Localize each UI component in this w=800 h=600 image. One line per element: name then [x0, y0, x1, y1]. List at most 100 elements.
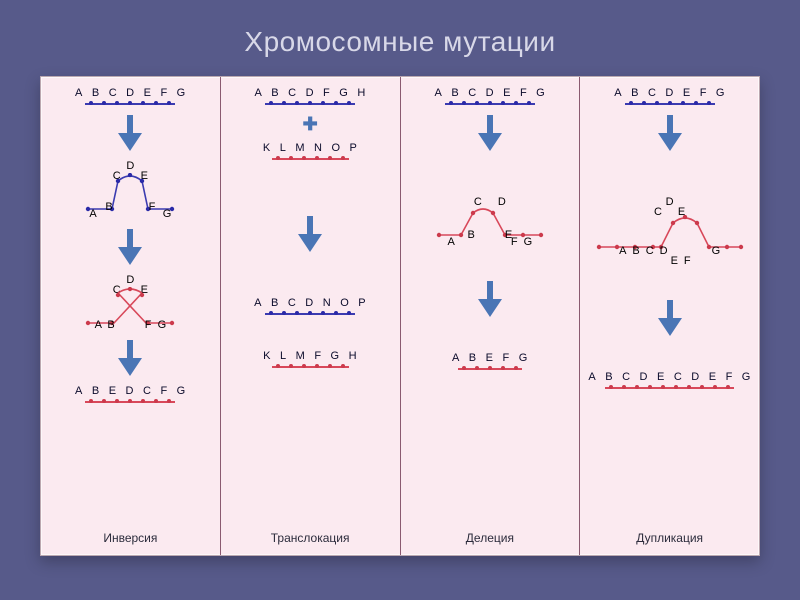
gene-label: L — [280, 350, 287, 362]
gene-label: G — [742, 371, 751, 383]
gene-marker — [341, 364, 345, 368]
gene-marker — [707, 101, 711, 105]
gene-label: C — [288, 87, 296, 99]
gene-label: G — [177, 385, 186, 397]
gene-label: D — [306, 87, 314, 99]
gene-label: B — [605, 371, 613, 383]
gene-label: A — [435, 87, 443, 99]
gene-marker — [514, 101, 518, 105]
gene-label: D — [486, 87, 494, 99]
chromosome: KLMFGH — [263, 350, 357, 369]
gene-label: D — [305, 297, 313, 309]
gene-label: C — [468, 87, 476, 99]
panel-duplication: ABCDEFGDCEABCDGEFABCDECDEFGДупликация — [580, 77, 759, 555]
gene-label: E — [657, 371, 665, 383]
gene-label: G — [536, 87, 545, 99]
gene-label: O — [331, 142, 340, 154]
gene-marker — [514, 366, 518, 370]
gene-label: N — [323, 297, 331, 309]
gene-label: F — [160, 87, 167, 99]
gene-label: K — [263, 350, 271, 362]
gene-label: B — [469, 352, 477, 364]
gene-label: H — [349, 350, 357, 362]
gene-label: F — [726, 371, 733, 383]
gene-marker — [681, 101, 685, 105]
down-arrow-icon — [658, 300, 682, 336]
gene-marker — [475, 101, 479, 105]
gene-label: B — [271, 87, 279, 99]
gene-marker — [276, 156, 280, 160]
gene-marker — [462, 101, 466, 105]
gene-label: D — [665, 87, 673, 99]
gene-label: C — [288, 297, 296, 309]
down-arrow-icon — [478, 115, 502, 151]
gene-marker — [488, 366, 492, 370]
gene-label: M — [296, 350, 306, 362]
gene-label: F — [520, 87, 527, 99]
gene-marker — [276, 364, 280, 368]
gene-label: A — [614, 87, 622, 99]
gene-label: A — [588, 371, 596, 383]
gene-marker — [315, 156, 319, 160]
gene-label: D — [126, 87, 134, 99]
gene-label: E — [683, 87, 691, 99]
down-arrow-icon — [118, 340, 142, 376]
gene-label: F — [323, 87, 330, 99]
gene-label: A — [452, 352, 460, 364]
gene-marker — [527, 101, 531, 105]
gene-marker — [449, 101, 453, 105]
gene-label: F — [502, 352, 509, 364]
gene-label: B — [92, 385, 100, 397]
gene-label: C — [648, 87, 656, 99]
gene-label: B — [92, 87, 100, 99]
chromosome: ABCDEFG — [75, 87, 186, 106]
gene-label: C — [622, 371, 630, 383]
gene-label: O — [340, 297, 349, 309]
gene-marker — [475, 366, 479, 370]
gene-marker — [668, 101, 672, 105]
page-title: Хромосомные мутации — [0, 0, 800, 76]
panel-inversion: ABCDEFGDCEBFAGDCEA BF GABEDCFGИнверсия — [41, 77, 221, 555]
gene-label: D — [126, 385, 134, 397]
panel-label: Инверсия — [103, 523, 157, 555]
panel-label: Дупликация — [636, 523, 703, 555]
gene-marker — [655, 101, 659, 105]
inversion-loop: DCEA BF G — [84, 274, 176, 331]
gene-label: G — [177, 87, 186, 99]
chromosome: KLMNOP — [263, 142, 358, 161]
inversion-loop: DCEBFAG — [84, 160, 176, 220]
gene-label: L — [280, 142, 287, 154]
panel-translocation: ABCDFGH✚KLMNOPABCDNOPKLMFGHТранслокация — [221, 77, 401, 555]
gene-label: C — [143, 385, 151, 397]
gene-marker — [501, 101, 505, 105]
plus-icon: ✚ — [303, 115, 318, 133]
deletion-loop: CDBEAF G — [435, 196, 545, 248]
gene-label: E — [486, 352, 494, 364]
down-arrow-icon — [478, 281, 502, 317]
gene-marker — [302, 156, 306, 160]
gene-label: H — [357, 87, 365, 99]
chromosome: ABCDEFG — [435, 87, 546, 106]
gene-label: D — [640, 371, 648, 383]
chromosome: ABCDEFG — [614, 87, 725, 106]
gene-label: D — [691, 371, 699, 383]
gene-label: G — [331, 350, 340, 362]
chromosome: ABCDFGH — [254, 87, 365, 106]
panel-deletion: ABCDEFGCDBEAF GABEFGДелеция — [401, 77, 581, 555]
gene-marker — [328, 364, 332, 368]
gene-label: K — [263, 142, 271, 154]
down-arrow-icon — [658, 115, 682, 151]
gene-marker — [289, 364, 293, 368]
gene-marker — [694, 101, 698, 105]
gene-marker — [488, 101, 492, 105]
panel-label: Делеция — [466, 523, 514, 555]
gene-marker — [462, 366, 466, 370]
chromosome: ABEFG — [452, 352, 528, 371]
gene-label: E — [109, 385, 117, 397]
gene-label: A — [75, 385, 83, 397]
down-arrow-icon — [298, 216, 322, 252]
gene-label: F — [700, 87, 707, 99]
gene-label: C — [674, 371, 682, 383]
chromosome: ABCDECDEFG — [588, 371, 750, 390]
gene-marker — [289, 156, 293, 160]
